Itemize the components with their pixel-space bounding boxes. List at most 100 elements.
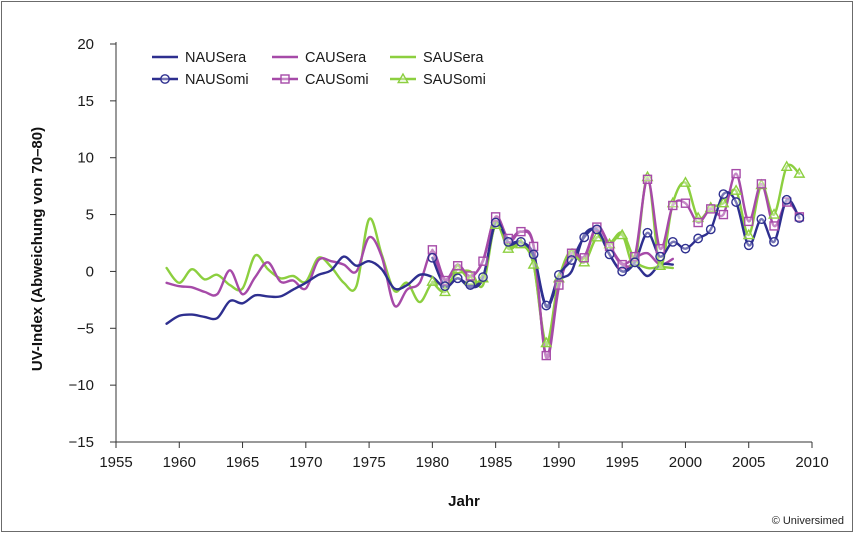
- data-point-sausomi: [451, 262, 464, 274]
- data-point-sausomi: [590, 230, 603, 242]
- data-point-nausomi: [591, 224, 602, 235]
- x-tick-label: 1990: [542, 454, 575, 471]
- data-point-nausomi: [490, 217, 501, 228]
- data-point-sausomi: [603, 237, 616, 249]
- data-point-sausomi: [768, 208, 781, 219]
- data-point-nausomi: [629, 257, 640, 268]
- data-point-sausomi: [717, 196, 730, 208]
- y-tick-label: 20: [77, 36, 94, 53]
- data-point-causomi: [731, 168, 741, 179]
- data-point-sausomi: [616, 228, 629, 240]
- series-line-nausomi: [431, 191, 801, 307]
- x-tick-label: 1970: [289, 454, 322, 471]
- data-point-sausomi: [527, 258, 540, 269]
- data-point-sausomi: [742, 228, 755, 240]
- x-axis-title: Jahr: [448, 493, 480, 510]
- y-tick-label: −5: [77, 320, 94, 337]
- x-tick-label: 2005: [732, 454, 765, 471]
- x-tick-label: 1995: [605, 454, 638, 471]
- data-point-nausomi: [440, 281, 450, 292]
- data-point-nausomi: [528, 249, 539, 260]
- legend-marker-causomi: [280, 74, 290, 84]
- legend-label-sausera: SAUSera: [423, 50, 484, 66]
- data-point-causomi: [465, 271, 476, 281]
- x-tick-label: 2010: [795, 454, 828, 471]
- x-tick-label: 1980: [416, 454, 449, 471]
- data-point-causomi: [452, 261, 463, 271]
- data-point-causomi: [427, 245, 438, 255]
- data-point-nausomi: [718, 189, 729, 200]
- legend-label-causera: CAUSera: [305, 50, 367, 66]
- data-point-sausomi: [426, 275, 439, 286]
- series-markers: [426, 160, 806, 361]
- data-point-nausomi: [566, 255, 577, 265]
- data-point-sausomi: [692, 211, 705, 223]
- data-point-causomi: [680, 198, 691, 208]
- data-point-causomi: [554, 280, 564, 290]
- data-point-causomi: [528, 241, 539, 252]
- y-axis-title: UV-Index (Abweichung von 70–80): [29, 127, 46, 371]
- x-tick-label: 2000: [669, 454, 702, 471]
- data-point-sausomi: [730, 184, 743, 195]
- data-point-causomi: [490, 212, 501, 222]
- data-point-nausomi: [756, 214, 767, 225]
- data-point-sausomi: [540, 336, 553, 348]
- legend-marker-sausomi: [397, 72, 409, 84]
- data-point-causomi: [604, 241, 615, 252]
- data-point-nausomi: [427, 252, 438, 263]
- data-point-nausomi: [743, 240, 754, 251]
- data-point-sausomi: [654, 259, 667, 270]
- data-point-nausomi: [554, 269, 564, 280]
- y-tick-label: 10: [77, 150, 94, 167]
- data-point-sausomi: [780, 160, 793, 172]
- y-tick-label: 15: [77, 93, 94, 110]
- x-tick-label: 1975: [352, 454, 385, 471]
- y-tick-label: −15: [69, 434, 94, 451]
- legend-label-nausera: NAUSera: [185, 50, 247, 66]
- data-point-causomi: [503, 233, 513, 244]
- ticks: 20 15 10 5 0 −5 −10 −15 1955 1960 1965 1970 1975 1980…: [69, 36, 829, 471]
- data-point-nausomi: [452, 273, 463, 284]
- data-point-nausomi: [503, 236, 514, 247]
- data-point-causomi: [541, 350, 551, 361]
- data-point-causomi: [769, 221, 779, 231]
- legend-marker-nausomi: [160, 74, 170, 84]
- data-point-causomi: [566, 248, 577, 258]
- copyright-notice: © Universimed: [771, 515, 844, 527]
- legend-label-nausomi: NAUSomi: [185, 72, 249, 88]
- data-point-nausomi: [478, 272, 488, 283]
- data-point-nausomi: [617, 266, 628, 277]
- data-point-sausomi: [666, 196, 679, 208]
- data-point-causomi: [630, 251, 640, 262]
- data-point-causomi: [478, 256, 488, 266]
- data-point-nausomi: [655, 251, 666, 262]
- data-point-nausomi: [794, 213, 805, 223]
- data-point-sausomi: [502, 242, 515, 253]
- data-point-nausomi: [516, 236, 526, 247]
- data-point-causomi: [693, 217, 703, 228]
- x-tick-label: 1955: [99, 454, 132, 471]
- data-point-nausomi: [680, 243, 691, 254]
- data-point-sausomi: [439, 285, 452, 297]
- data-point-causomi: [655, 243, 665, 254]
- data-point-nausomi: [693, 233, 704, 244]
- data-point-nausomi: [705, 224, 716, 235]
- data-point-nausomi: [642, 227, 653, 238]
- data-point-causomi: [756, 179, 767, 189]
- legend-label-sausomi: SAUSomi: [423, 72, 486, 88]
- data-point-causomi: [579, 253, 589, 263]
- series-line-nausera: [165, 221, 674, 325]
- data-point-nausomi: [667, 236, 678, 247]
- x-tick-label: 1960: [163, 454, 196, 471]
- y-tick-label: 5: [86, 207, 94, 224]
- data-point-nausomi: [731, 197, 741, 207]
- axes: [115, 42, 812, 443]
- data-point-causomi: [744, 216, 754, 227]
- legend-label-causomi: CAUSomi: [305, 72, 369, 88]
- data-point-causomi: [516, 226, 526, 237]
- data-point-nausomi: [604, 249, 615, 260]
- x-tick-label: 1965: [226, 454, 259, 471]
- data-point-nausomi: [781, 194, 792, 205]
